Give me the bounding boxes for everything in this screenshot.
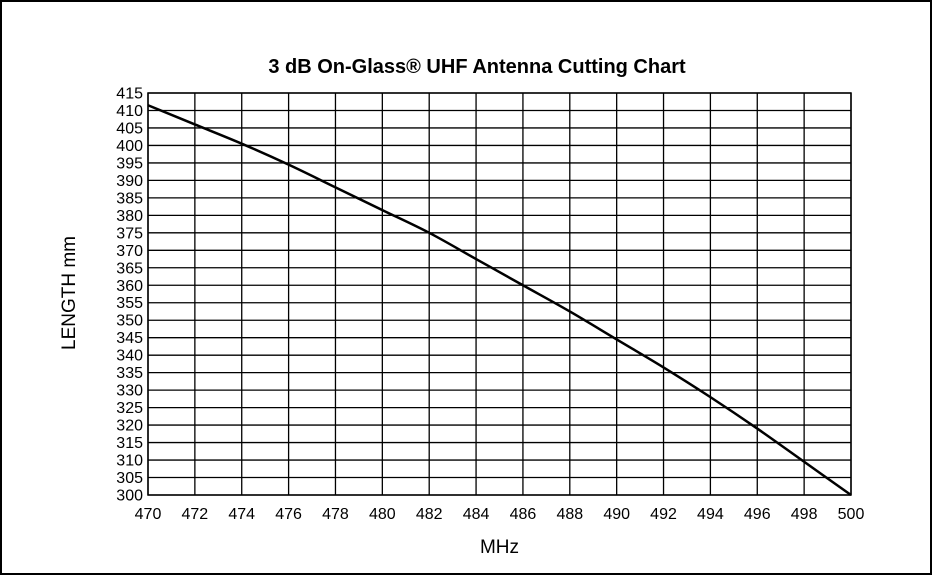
x-tick-label-14: 498 <box>791 506 818 523</box>
y-tick-label-10: 365 <box>116 260 143 277</box>
x-tick-label-12: 494 <box>697 506 724 523</box>
x-tick-label-7: 484 <box>463 506 490 523</box>
y-tick-label-2: 405 <box>116 120 143 137</box>
x-tick-label-9: 488 <box>556 506 583 523</box>
x-tick-label-1: 472 <box>182 506 209 523</box>
y-tick-label-17: 330 <box>116 383 143 400</box>
y-tick-label-16: 335 <box>116 365 143 382</box>
plot-border <box>147 92 852 496</box>
y-tick-label-11: 360 <box>116 278 143 295</box>
x-tick-label-3: 476 <box>275 506 302 523</box>
series-lines <box>147 104 852 497</box>
x-tick-label-15: 500 <box>838 506 865 523</box>
y-tick-label-14: 345 <box>116 330 143 347</box>
x-tick-label-6: 482 <box>416 506 443 523</box>
y-tick-labels: 4154104054003953903853803753703653603553… <box>116 86 143 505</box>
y-tick-label-9: 370 <box>116 243 143 260</box>
x-tick-label-11: 492 <box>650 506 677 523</box>
y-tick-label-21: 310 <box>116 453 143 470</box>
y-tick-label-12: 355 <box>116 295 143 312</box>
y-tick-label-3: 400 <box>116 138 143 155</box>
x-tick-label-8: 486 <box>510 506 537 523</box>
y-tick-label-18: 325 <box>116 400 143 417</box>
x-tick-label-4: 478 <box>322 506 349 523</box>
y-axis-label: LENGTH mm <box>59 236 80 350</box>
grid-lines <box>147 92 852 496</box>
y-tick-label-13: 350 <box>116 313 143 330</box>
y-tick-label-7: 380 <box>116 208 143 225</box>
chart-title: 3 dB On-Glass® UHF Antenna Cutting Chart <box>268 56 686 78</box>
y-tick-label-23: 300 <box>116 488 143 505</box>
x-tick-label-5: 480 <box>369 506 396 523</box>
y-tick-label-8: 375 <box>116 225 143 242</box>
x-tick-labels: 470 472 474 476 478 480 482 484 486 488 490 492 494 4… <box>135 506 865 523</box>
y-tick-label-0: 415 <box>116 86 143 103</box>
y-tick-label-1: 410 <box>116 103 143 120</box>
series-line-0 <box>147 104 852 497</box>
y-tick-label-19: 320 <box>116 418 143 435</box>
y-tick-label-15: 340 <box>116 348 143 365</box>
x-tick-label-2: 474 <box>228 506 255 523</box>
y-tick-label-20: 315 <box>116 435 143 452</box>
x-axis-label: MHz <box>480 537 519 558</box>
x-tick-label-0: 470 <box>135 506 162 523</box>
y-tick-label-6: 385 <box>116 190 143 207</box>
x-tick-label-13: 496 <box>744 506 771 523</box>
x-tick-label-10: 490 <box>603 506 630 523</box>
y-tick-label-22: 305 <box>116 470 143 487</box>
y-tick-label-4: 395 <box>116 155 143 172</box>
y-tick-label-5: 390 <box>116 173 143 190</box>
